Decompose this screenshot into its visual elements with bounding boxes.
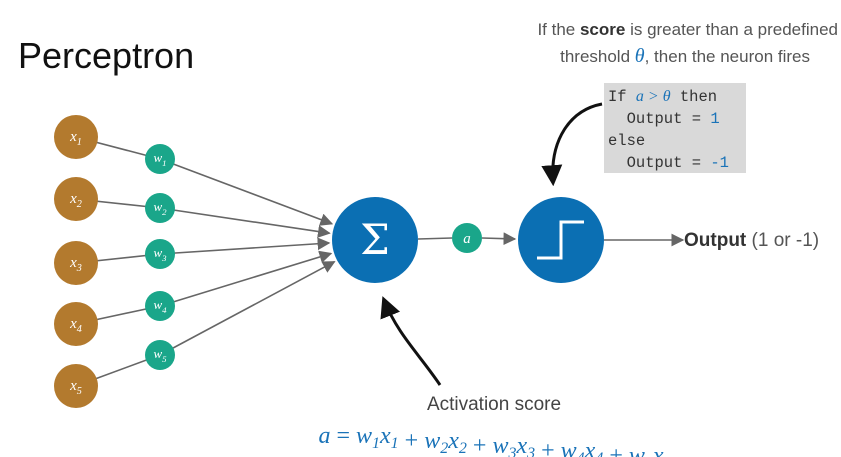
weight-node-circle [145,193,175,223]
weight-node-circle [145,340,175,370]
node-label: x5 [69,378,82,397]
input-node-circle [54,302,98,346]
activation-node: a [452,223,482,253]
threshold-note-line2: threshold θ, then the neuron fires [560,45,810,67]
node-label: w1 [153,150,166,168]
weight-sum-edge [159,158,334,226]
page-title: Perceptron [18,35,194,76]
weight-node-w3: w3 [145,239,175,269]
code-line-if: If a > θ then [608,88,717,106]
code-line-output1: Output = 1 [608,110,720,128]
weight-sum-edge [159,250,333,307]
weight-node-w1: w1 [145,144,175,174]
input-node-x5: x5 [54,364,98,408]
activation-step-edge [481,232,517,246]
sum-symbol: Σ [360,215,390,264]
step-function-icon [518,197,604,283]
code-line-else: else [608,132,645,150]
weight-sum-edge [159,207,331,238]
weight-node-w5: w5 [145,340,175,370]
node-label: w2 [153,199,167,217]
code-line-output2: Output = -1 [608,154,729,172]
input-node-circle [54,241,98,285]
summation-node [332,197,418,283]
weight-sum-edge [159,237,331,255]
input-node-circle [54,115,98,159]
weight-node-circle [145,239,175,269]
weight-sum-edge [159,260,336,356]
node-label: x3 [69,255,82,274]
code-to-step-arrow [541,102,603,187]
input-node-x3: x3 [54,241,98,285]
input-node-circle [54,364,98,408]
weight-node-w4: w4 [145,291,175,321]
node-label: x4 [69,316,82,335]
step-function-glyph [537,220,584,260]
activation-node-circle [452,223,482,253]
weight-nodes: w1 w2 w3 w4 w5 [145,144,175,370]
input-node-x4: x4 [54,302,98,346]
output-label: Output (1 or -1) [684,230,819,251]
weight-node-circle [145,144,175,174]
node-label: x2 [69,191,82,210]
input-node-x1: x1 [54,115,98,159]
weight-node-circle [145,291,175,321]
input-node-x2: x2 [54,177,98,221]
code-box-background [604,83,746,173]
threshold-code-box: If a > θ then Output = 1 else Output = -… [604,83,746,173]
node-label: w5 [153,346,167,364]
threshold-note-line1: If the score is greater than a predefine… [537,20,838,39]
node-label: x1 [69,129,82,148]
activation-formula: a = w1x1 + w2x2 + w3x3 + w4x4 + w5x5 [318,423,671,457]
node-label: w4 [153,297,167,315]
activation-to-sum-arrow [380,296,442,386]
activation-node-label: a [463,231,471,247]
activation-score-label: Activation score [427,394,561,415]
node-label: w3 [153,245,167,263]
weight-node-w2: w2 [145,193,175,223]
input-nodes: x1 x2 x3 x4 x5 [54,115,98,408]
edges-layer [75,136,685,387]
sum-activation-edge [417,237,453,240]
summation-node-icon: Σ [332,197,418,283]
input-node-circle [54,177,98,221]
